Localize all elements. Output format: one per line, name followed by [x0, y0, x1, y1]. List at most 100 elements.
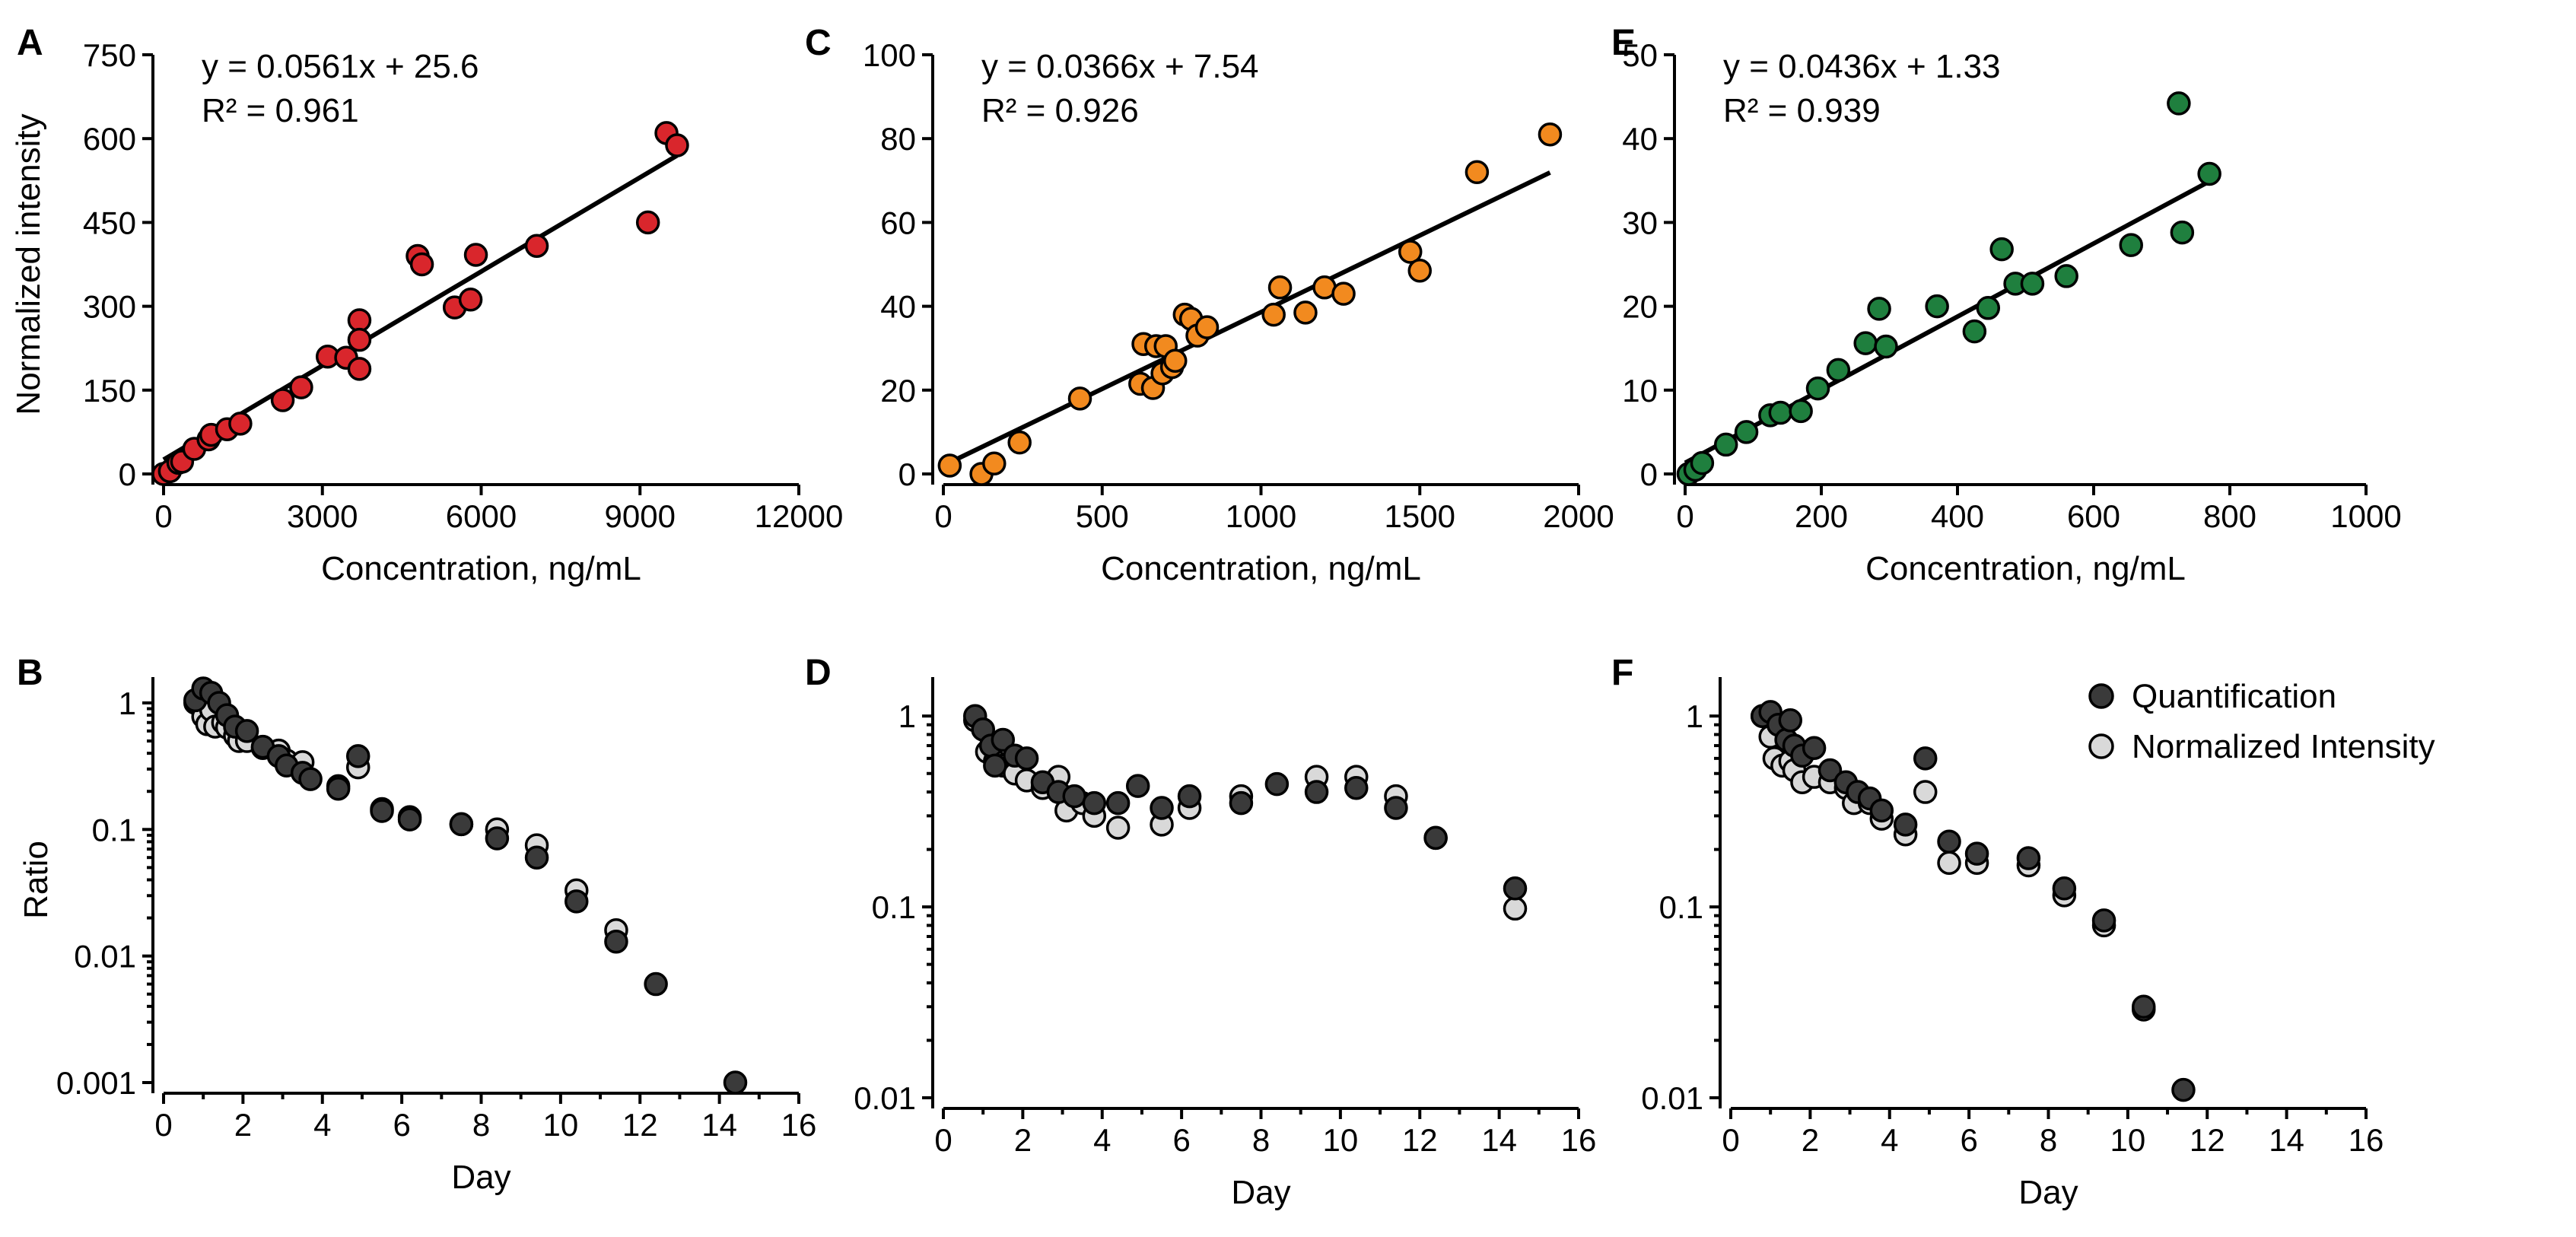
data-point	[1989, 237, 2014, 262]
data-point	[463, 243, 488, 267]
quantification-point	[1229, 790, 1254, 816]
quantification-point	[397, 807, 422, 832]
data-point	[1768, 400, 1793, 425]
y-tick-label: 50	[1622, 37, 1658, 73]
y-tick-label: 600	[83, 121, 136, 157]
data-point	[1734, 420, 1759, 444]
data-point	[1925, 294, 1949, 319]
y-tick-label: 0.1	[1659, 889, 1703, 925]
quantification-point	[564, 889, 589, 914]
data-point	[2054, 264, 2078, 288]
x-tick-label: 1000	[1226, 498, 1296, 534]
quantification-point	[1869, 798, 1894, 823]
y-tick-label: 40	[880, 289, 916, 325]
x-tick-label: 6000	[446, 498, 517, 534]
x-tick-label: 14	[2269, 1122, 2304, 1158]
y-tick-label: 300	[83, 289, 136, 325]
normalized-intensity-point	[1105, 816, 1131, 840]
data-point	[524, 234, 549, 259]
data-point	[289, 375, 313, 399]
quantification-point	[991, 727, 1016, 752]
data-point	[1398, 240, 1423, 264]
regression-equation: y = 0.0436x + 1.33	[1723, 48, 2001, 85]
y-tick-label: 0	[1640, 456, 1658, 492]
quantification-point	[1304, 780, 1329, 804]
quantification-point	[370, 799, 394, 823]
quantification-point	[485, 826, 510, 851]
panel-letter: A	[17, 23, 43, 63]
quantification-point	[1264, 771, 1290, 797]
y-tick-label: 0.01	[854, 1080, 916, 1116]
panel-letter: D	[805, 653, 832, 693]
data-point	[1465, 160, 1490, 185]
panel-c: C 0 500 1000 1500 2000 0 20 40 60 80 100 Concentrati…	[805, 23, 1614, 587]
y-tick-label: 1	[898, 698, 916, 734]
x-tick-label: 600	[2067, 498, 2120, 534]
quantification-point	[2132, 994, 2156, 1019]
quantification-point	[326, 776, 351, 801]
y-tick-label: 0.01	[1641, 1080, 1703, 1116]
x-tick-label: 12	[1402, 1122, 1438, 1158]
quantification-point	[1082, 790, 1107, 816]
x-tick-label: 12000	[755, 498, 844, 534]
legend-marker-quantification	[2088, 683, 2114, 709]
x-tick-label: 4	[1093, 1122, 1111, 1158]
y-tick-label: 1	[1686, 698, 1703, 734]
y-tick-label: 0	[119, 456, 136, 492]
y-tick-label: 10	[1622, 373, 1658, 409]
x-tick-label: 6	[1960, 1122, 1977, 1158]
data-point	[2167, 91, 2191, 116]
normalized-intensity-point	[1913, 780, 1938, 804]
x-tick-label: 10	[1323, 1122, 1359, 1158]
x-tick-label: 0	[1676, 498, 1693, 534]
data-point	[1805, 376, 1830, 401]
y-tick-label: 0.1	[92, 812, 136, 847]
y-axis-label: Ratio	[17, 841, 55, 919]
data-point	[1874, 334, 1898, 359]
data-point	[1163, 348, 1188, 373]
data-point	[1261, 302, 1286, 327]
x-tick-label: 14	[701, 1107, 737, 1143]
data-point	[1267, 275, 1293, 300]
x-tick-label: 12	[2190, 1122, 2225, 1158]
panel-letter: E	[1611, 23, 1636, 63]
data-point	[982, 451, 1007, 475]
y-tick-label: 80	[880, 121, 916, 157]
r-squared: R² = 0.939	[1723, 92, 1881, 129]
y-tick-label: 0.1	[872, 889, 916, 925]
y-tick-label: 0.001	[56, 1065, 136, 1101]
panel-letter: F	[1611, 653, 1633, 693]
normalized-intensity-point	[1937, 851, 1961, 876]
legend-label: Normalized Intensity	[2132, 728, 2435, 765]
data-point	[1976, 296, 2001, 320]
fit-line	[942, 170, 1551, 468]
panel-a: A 0 3000 6000 9000 12000 0 150 300 450 600 750 Conce…	[10, 23, 843, 587]
quantification-point	[1423, 825, 1448, 851]
x-tick-label: 8	[472, 1107, 490, 1143]
x-tick-label: 10	[2110, 1122, 2146, 1158]
quantification-point	[1014, 746, 1039, 771]
quantification-point	[2052, 876, 2077, 901]
data-point	[1067, 386, 1092, 411]
data-point	[1293, 301, 1318, 325]
x-tick-label: 2	[234, 1107, 252, 1143]
r-squared: R² = 0.926	[981, 92, 1139, 129]
panel-e: E 0 200 400 600 800 1000 0 10 20 30 40 50 Concentrati…	[1611, 23, 2402, 587]
data-point	[1007, 430, 1032, 455]
panel-b: B 0 2 4 6 8 10 12 14 16 0.001 0.01 0.1 1 Day Ratio	[17, 653, 816, 1196]
quantification-point	[1150, 796, 1174, 820]
regression-equation: y = 0.0561x + 25.6	[202, 48, 479, 85]
y-tick-label: 40	[1622, 121, 1658, 157]
y-tick-label: 60	[880, 205, 916, 240]
data-point	[1713, 432, 1738, 457]
y-tick-label: 0.01	[74, 939, 136, 975]
y-tick-label: 30	[1622, 205, 1658, 240]
x-axis-label: Day	[2018, 1174, 2078, 1211]
quantification-point	[1802, 736, 1827, 760]
y-axis-label: Normalized intensity	[10, 113, 47, 415]
y-tick-label: 0	[898, 456, 916, 492]
panel-d: D 0 2 4 6 8 10 12 14 16 0.01 0.1 1 Day	[805, 653, 1596, 1211]
data-point	[347, 327, 372, 352]
regression-equation: y = 0.0366x + 7.54	[981, 48, 1259, 85]
